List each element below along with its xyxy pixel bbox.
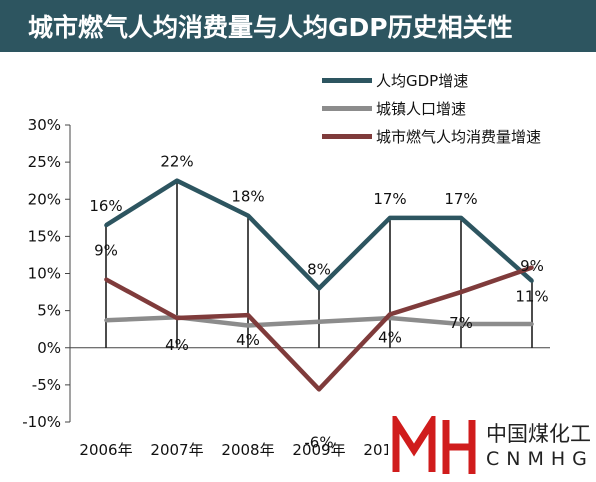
- legend-swatch-gas: [322, 133, 372, 139]
- data-label-gas: 4%: [236, 331, 260, 349]
- y-tick-label: 5%: [37, 302, 61, 320]
- data-label-gdp: 16%: [89, 197, 122, 215]
- y-tick-label: 25%: [28, 153, 61, 171]
- x-tick-label: 2007年: [150, 441, 203, 459]
- legend-item-urban: 城镇人口增速: [322, 94, 541, 122]
- data-point: [104, 318, 108, 323]
- data-point: [388, 216, 392, 220]
- data-point: [530, 265, 534, 270]
- legend-label-gdp: 人均GDP增速: [376, 71, 469, 90]
- legend-label-gas: 城市燃气人均消费量增速: [376, 127, 542, 146]
- data-point: [317, 319, 321, 324]
- data-point: [246, 323, 250, 328]
- data-point: [175, 316, 179, 320]
- data-label-gdp: 9%: [520, 257, 544, 275]
- y-tick-label: -10%: [22, 413, 61, 431]
- data-label-gdp: 18%: [231, 188, 264, 206]
- x-tick-label: 2009年: [292, 441, 345, 459]
- watermark-logo: 中国煤化工 CNMHG: [388, 412, 596, 478]
- logo-mark-icon: [392, 416, 476, 474]
- data-label-gas: 9%: [94, 241, 118, 259]
- legend-item-gas: 城市燃气人均消费量增速: [322, 122, 541, 150]
- data-point: [388, 312, 392, 317]
- y-tick-label: 0%: [37, 339, 61, 357]
- data-label-gas: 4%: [378, 328, 402, 346]
- data-point: [317, 286, 321, 291]
- y-tick-label: 30%: [28, 116, 61, 134]
- data-point: [459, 216, 463, 220]
- chart-title: 城市燃气人均消费量与人均GDP历史相关性: [28, 13, 513, 42]
- legend: 人均GDP增速 城镇人口增速 城市燃气人均消费量增速: [322, 66, 541, 150]
- data-label-gas: -6%: [304, 433, 333, 451]
- y-tick-label: 10%: [28, 265, 61, 283]
- data-label-gas: 7%: [449, 314, 473, 332]
- data-point: [317, 387, 321, 392]
- data-point: [459, 322, 463, 326]
- data-label-gas: 4%: [165, 336, 189, 354]
- data-point: [104, 223, 108, 228]
- data-label-gdp: 17%: [373, 190, 406, 208]
- legend-label-urban: 城镇人口增速: [376, 99, 467, 118]
- x-tick-label: 2008年: [221, 441, 274, 459]
- data-point: [246, 213, 250, 218]
- title-bar: 城市燃气人均消费量与人均GDP历史相关性: [0, 0, 596, 52]
- legend-swatch-gdp: [322, 77, 372, 83]
- y-tick-label: 15%: [28, 227, 61, 245]
- data-label-gas: 11%: [515, 288, 548, 306]
- x-tick-label: 2006年: [79, 441, 132, 459]
- logo-text-cn: 中国煤化工: [486, 422, 591, 446]
- data-point: [175, 178, 179, 183]
- data-label-gdp: 22%: [160, 153, 193, 171]
- data-point: [246, 313, 250, 317]
- data-point: [104, 277, 108, 282]
- data-point: [530, 279, 534, 283]
- y-tick-label: 20%: [28, 190, 61, 208]
- y-tick-label: -5%: [32, 376, 61, 394]
- data-point: [459, 290, 463, 294]
- data-label-gdp: 8%: [307, 260, 331, 278]
- data-point: [530, 322, 534, 326]
- legend-item-gdp: 人均GDP增速: [322, 66, 541, 94]
- legend-swatch-urban: [322, 105, 372, 111]
- data-label-gdp: 17%: [444, 190, 477, 208]
- logo-text-en: CNMHG: [486, 448, 594, 470]
